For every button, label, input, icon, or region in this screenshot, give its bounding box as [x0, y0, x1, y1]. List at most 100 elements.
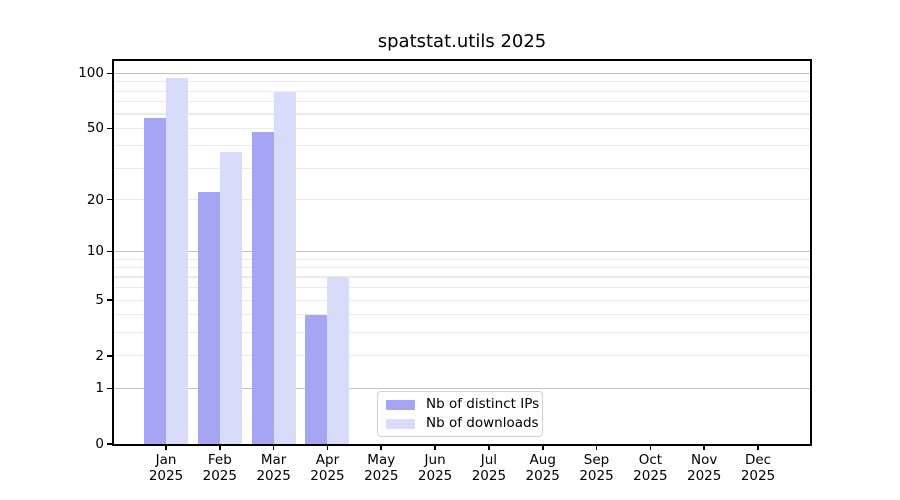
xtick-label-dec: Dec 2025: [726, 452, 790, 484]
xtick-label-jan: Jan 2025: [134, 452, 198, 484]
xtick-month-nov: Nov: [690, 452, 718, 468]
ytick-label-1: 1: [95, 380, 104, 397]
legend-label-downloads: Nb of downloads: [426, 415, 539, 431]
ytick-label-100: 100: [78, 65, 104, 82]
bar-feb-downloads: [219, 151, 242, 444]
ytick-label-20: 20: [86, 191, 104, 208]
ytick-mark-100: [107, 72, 112, 75]
legend: Nb of distinct IPs Nb of downloads: [377, 391, 543, 437]
bar-feb-distinct-ips: [197, 192, 220, 444]
ytick-label-5: 5: [95, 292, 104, 309]
legend-item-distinct-ips: Nb of distinct IPs: [386, 397, 542, 412]
xtick-month-jul: Jul: [480, 452, 498, 468]
gridline-minor-50: [114, 127, 810, 129]
ytick-label-10: 10: [86, 243, 104, 260]
xtick-mark-apr: [326, 446, 329, 450]
gridline-minor-9: [114, 258, 810, 260]
xtick-label-mar: Mar 2025: [242, 452, 306, 484]
bar-mar-distinct-ips: [251, 131, 274, 444]
xtick-label-jun: Jun 2025: [403, 452, 467, 484]
xtick-mark-feb: [219, 446, 221, 450]
gridline-major-100: [114, 72, 810, 75]
gridline-minor-5: [114, 299, 810, 301]
gridline-minor-8: [114, 267, 810, 269]
ytick-mark-5: [107, 299, 112, 301]
xtick-year-apr: 2025: [310, 468, 345, 484]
xtick-month-mar: Mar: [260, 452, 287, 468]
xtick-mark-nov: [703, 446, 705, 450]
xtick-year-may: 2025: [364, 468, 399, 484]
xtick-mark-oct: [649, 446, 652, 450]
gridline-minor-40: [114, 145, 810, 147]
xtick-mark-may: [380, 446, 383, 450]
legend-label-distinct-ips: Nb of distinct IPs: [426, 396, 540, 412]
xtick-year-nov: 2025: [686, 468, 722, 484]
gridline-minor-60: [114, 113, 810, 115]
ytick-mark-20: [107, 198, 112, 201]
gridline-major-1: [114, 387, 810, 390]
xtick-year-jun: 2025: [417, 468, 453, 484]
xtick-year-mar: 2025: [256, 468, 291, 484]
legend-item-downloads: Nb of downloads: [386, 416, 542, 431]
gridline-minor-70: [114, 101, 810, 103]
xtick-mark-aug: [541, 446, 544, 450]
ytick-mark-0: [107, 443, 112, 445]
bar-jan-downloads: [166, 78, 188, 444]
bar-apr-distinct-ips: [305, 314, 328, 444]
xtick-label-jul: Jul 2025: [457, 452, 521, 484]
ytick-mark-10: [107, 250, 112, 253]
xtick-month-dec: Dec: [744, 452, 772, 468]
ytick-label-2: 2: [95, 347, 104, 364]
gridline-minor-90: [114, 81, 810, 83]
xtick-mark-jul: [488, 446, 490, 450]
xtick-label-feb: Feb 2025: [188, 452, 252, 484]
xtick-month-may: May: [367, 452, 396, 468]
xtick-mark-mar: [272, 446, 275, 450]
gridline-minor-2: [114, 355, 810, 357]
gridline-minor-20: [114, 198, 810, 201]
gridline-minor-6: [114, 287, 810, 289]
xtick-label-aug: Aug 2025: [511, 452, 575, 484]
xtick-label-nov: Nov 2025: [672, 452, 736, 484]
ytick-mark-50: [107, 127, 112, 130]
gridline-minor-7: [114, 276, 810, 278]
xtick-month-apr: Apr: [315, 452, 340, 468]
xtick-label-sep: Sep 2025: [565, 452, 629, 484]
xtick-year-oct: 2025: [633, 468, 668, 484]
ytick-label-50: 50: [86, 120, 104, 137]
xtick-month-sep: Sep: [583, 452, 610, 468]
legend-swatch-distinct-ips-icon: [386, 399, 415, 410]
xtick-month-aug: Aug: [529, 452, 556, 468]
xtick-month-jun: Jun: [424, 452, 446, 468]
xtick-month-feb: Feb: [207, 452, 232, 468]
gridline-minor-4: [114, 314, 810, 316]
legend-swatch-downloads-icon: [386, 418, 415, 429]
gridline-minor-30: [114, 167, 810, 169]
ytick-label-0: 0: [95, 436, 104, 452]
gridline-major-10: [114, 250, 810, 253]
xtick-year-feb: 2025: [202, 468, 237, 484]
bar-apr-downloads: [327, 277, 350, 444]
xtick-year-aug: 2025: [525, 468, 560, 484]
plot-area: [112, 59, 812, 446]
xtick-year-sep: 2025: [579, 468, 614, 484]
bar-mar-downloads: [273, 92, 296, 444]
xtick-mark-jun: [434, 446, 436, 450]
xtick-label-oct: Oct 2025: [618, 452, 682, 484]
xtick-year-jul: 2025: [471, 468, 507, 484]
xtick-month-oct: Oct: [638, 452, 663, 468]
ytick-mark-2: [107, 355, 112, 357]
gridline-minor-80: [114, 90, 810, 92]
xtick-mark-dec: [757, 446, 759, 450]
xtick-year-jan: 2025: [148, 468, 184, 484]
xtick-label-may: May 2025: [349, 452, 413, 484]
xtick-label-apr: Apr 2025: [295, 452, 359, 484]
xtick-month-jan: Jan: [155, 452, 177, 468]
ytick-mark-1: [107, 387, 112, 390]
xtick-mark-sep: [595, 446, 598, 450]
bar-jan-distinct-ips: [144, 118, 166, 444]
chart-title: spatstat.utils 2025: [377, 31, 547, 52]
xtick-mark-jan: [165, 446, 167, 450]
gridline-minor-3: [114, 332, 810, 334]
